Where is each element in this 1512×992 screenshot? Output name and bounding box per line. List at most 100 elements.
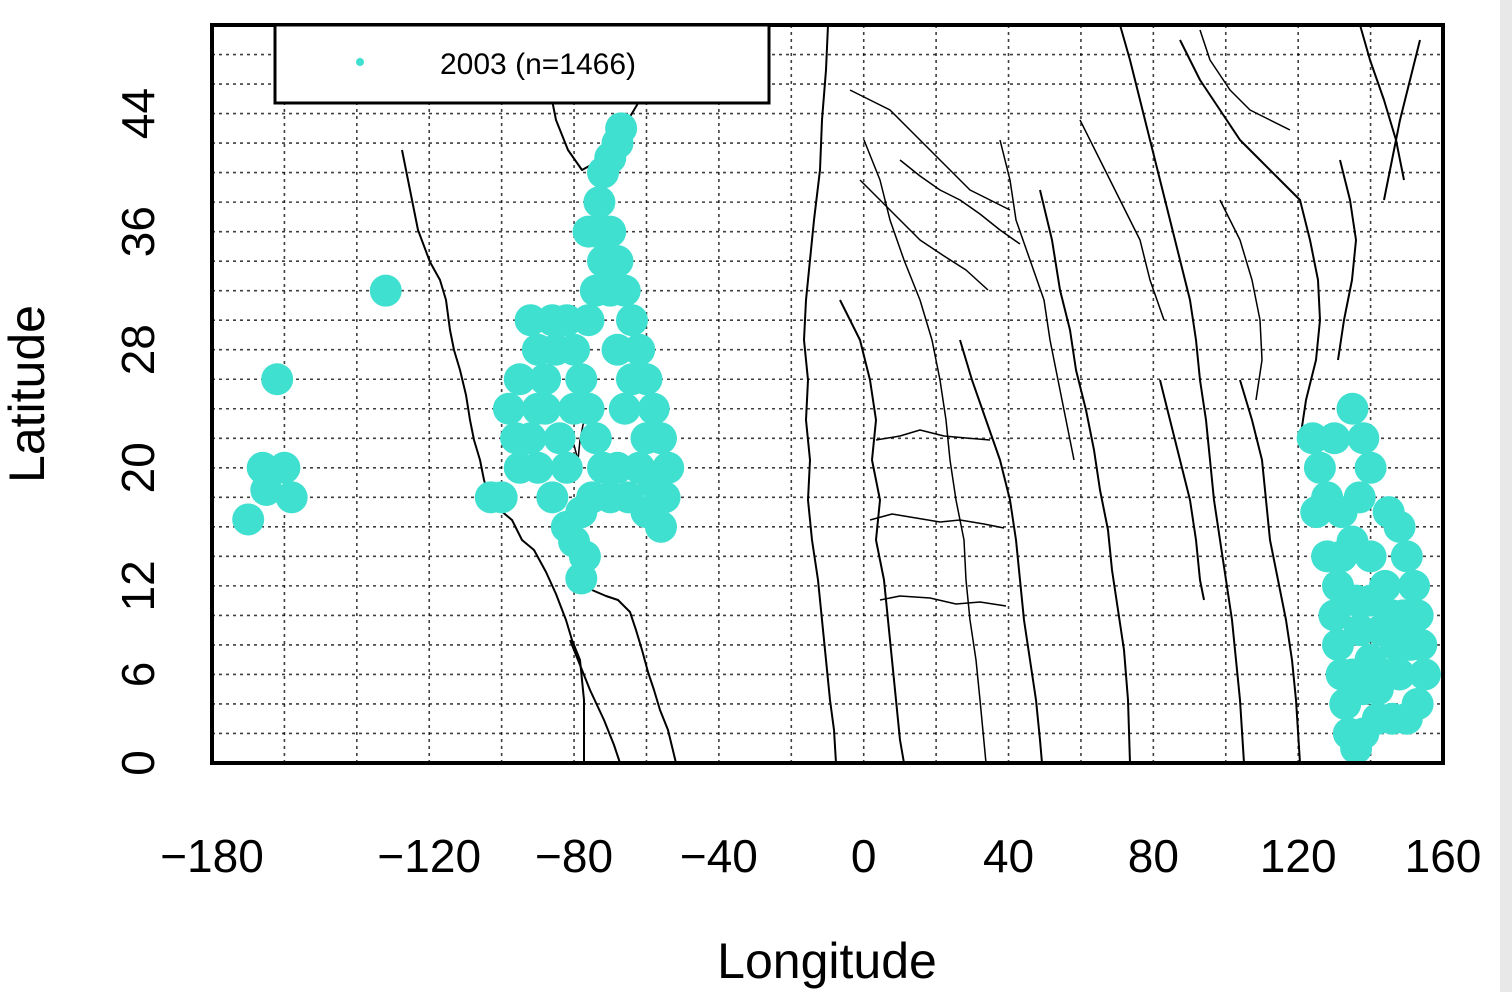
- data-point: [529, 363, 562, 396]
- americas-coastline: [401, 149, 585, 763]
- data-point: [261, 363, 294, 396]
- data-point: [521, 333, 554, 366]
- data-point: [1343, 481, 1376, 514]
- data-point: [275, 481, 308, 514]
- asia-coast-1: [1119, 25, 1245, 763]
- y-axis-title: Latitude: [0, 305, 55, 483]
- data-point: [369, 274, 402, 307]
- x-tick-label: 40: [983, 830, 1034, 882]
- data-point: [558, 392, 591, 425]
- far-east-coast: [1383, 39, 1421, 201]
- data-point: [579, 274, 612, 307]
- legend: 2003 (n=1466): [273, 23, 771, 105]
- data-point: [572, 304, 605, 337]
- scatter-points: [232, 112, 1441, 763]
- x-tick-label: 120: [1260, 830, 1337, 882]
- africa-outline: [839, 299, 905, 763]
- data-point: [630, 422, 663, 455]
- data-point: [637, 392, 670, 425]
- data-point: [605, 112, 638, 145]
- x-tick-label: −180: [160, 830, 264, 882]
- y-tick-label: 28: [112, 324, 164, 375]
- data-point: [565, 363, 598, 396]
- y-tick-label: 12: [112, 560, 164, 611]
- southeast-asia-coast: [1239, 379, 1301, 763]
- data-point: [536, 481, 569, 514]
- data-point: [1347, 422, 1380, 455]
- data-point: [514, 304, 547, 337]
- middle-east-coast: [1039, 189, 1131, 763]
- data-point: [1408, 658, 1441, 691]
- data-point: [250, 473, 283, 506]
- data-point: [615, 304, 648, 337]
- x-tick-label: 160: [1405, 830, 1482, 882]
- y-tick-label: 6: [112, 662, 164, 688]
- plot-frame: [210, 23, 1445, 765]
- legend-label: 2003 (n=1466): [440, 48, 636, 81]
- plot-background: [212, 25, 1443, 763]
- south-america-coast-2: [569, 639, 621, 763]
- data-point: [1390, 540, 1423, 573]
- data-point: [1354, 540, 1387, 573]
- europe-coastline: [803, 25, 837, 763]
- x-axis-ticks: −180 −120 −80 −40 0 40 80 120 160: [160, 830, 1481, 882]
- data-point: [1336, 658, 1369, 691]
- asia-borders-3: [1199, 29, 1291, 131]
- northeast-asia-coast: [1359, 25, 1405, 181]
- data-point: [1300, 496, 1333, 529]
- data-point: [558, 333, 591, 366]
- data-point: [485, 481, 518, 514]
- data-point: [583, 186, 616, 219]
- x-axis-title: Longitude: [717, 933, 937, 989]
- data-point: [529, 392, 562, 425]
- data-point: [601, 245, 634, 278]
- data-point: [1398, 569, 1431, 602]
- data-point: [601, 333, 634, 366]
- data-point: [1311, 540, 1344, 573]
- data-point: [543, 422, 576, 455]
- data-point: [492, 392, 525, 425]
- window-edge: [1500, 0, 1512, 992]
- data-point: [615, 363, 648, 396]
- x-tick-label: −40: [680, 830, 758, 882]
- europe-borders-2: [859, 179, 989, 291]
- south-america-outline: [591, 589, 677, 763]
- africa-borders-2: [875, 429, 991, 441]
- data-point: [1332, 717, 1365, 750]
- y-tick-label: 44: [112, 88, 164, 139]
- data-point: [1336, 392, 1369, 425]
- y-tick-label: 20: [112, 442, 164, 493]
- japan-coast: [1337, 159, 1357, 361]
- data-point: [1318, 422, 1351, 455]
- data-point: [550, 510, 583, 543]
- y-tick-label: 0: [112, 750, 164, 776]
- y-axis-ticks: 0 6 12 20 28 36 44: [112, 88, 164, 776]
- data-point: [644, 510, 677, 543]
- data-point: [503, 363, 536, 396]
- india-coast: [1159, 379, 1205, 601]
- data-point: [500, 422, 533, 455]
- data-point: [268, 451, 301, 484]
- data-point: [550, 451, 583, 484]
- grid: [212, 25, 1443, 763]
- east-asia-coast: [1179, 39, 1321, 441]
- europe-borders: [849, 89, 1011, 211]
- mediterranean-coast: [899, 159, 1021, 245]
- data-point: [565, 562, 598, 595]
- data-point: [1387, 599, 1420, 632]
- asia-borders-2: [1219, 199, 1263, 401]
- data-point: [637, 466, 670, 499]
- data-point: [232, 503, 265, 536]
- africa-borders-4: [879, 595, 1007, 607]
- africa-east-coast: [959, 339, 1043, 763]
- x-tick-label: −80: [535, 830, 613, 882]
- legend-marker: [356, 58, 364, 66]
- data-point: [1394, 628, 1427, 661]
- data-point: [608, 392, 641, 425]
- x-tick-label: 80: [1128, 830, 1179, 882]
- africa-borders-3: [869, 513, 1005, 529]
- data-point: [1354, 451, 1387, 484]
- y-tick-label: 36: [112, 206, 164, 257]
- data-point: [572, 215, 605, 248]
